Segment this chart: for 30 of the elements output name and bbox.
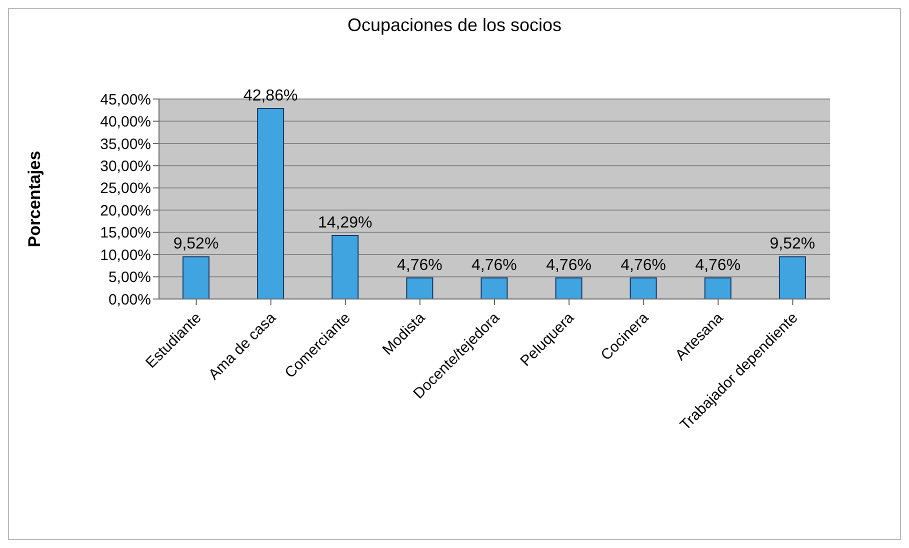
y-tick-label: 10,00% xyxy=(100,246,151,264)
bar xyxy=(630,277,657,299)
bar xyxy=(332,234,359,299)
data-label: 14,29% xyxy=(318,214,372,232)
data-label: 4,76% xyxy=(396,256,442,274)
y-tick-label: 40,00% xyxy=(100,114,151,131)
y-tick-label: 45,00% xyxy=(100,91,151,108)
y-axis-title: Porcentajes xyxy=(25,150,44,248)
bar xyxy=(704,277,732,299)
y-tick-label: 30,00% xyxy=(100,158,151,175)
y-tick-label: 5,00% xyxy=(108,269,151,286)
y-tick-label: 35,00% xyxy=(100,136,151,153)
y-tick-label: 0,00% xyxy=(108,291,151,308)
data-label: 4,76% xyxy=(620,256,666,274)
bar xyxy=(778,256,806,299)
data-label: 9,52% xyxy=(173,236,219,253)
data-label: 42,86% xyxy=(243,88,298,105)
y-tick-label: 25,00% xyxy=(100,180,151,198)
chart-title: Ocupaciones de los socios xyxy=(346,15,563,36)
bar xyxy=(182,256,210,299)
data-label: 4,76% xyxy=(546,256,592,274)
bar xyxy=(480,277,508,299)
bar xyxy=(257,108,284,299)
data-label: 4,76% xyxy=(472,256,517,274)
y-tick-label: 15,00% xyxy=(100,224,151,242)
data-label: 9,52% xyxy=(770,236,816,253)
y-tick-label: 20,00% xyxy=(100,202,151,220)
bar xyxy=(555,277,582,299)
data-label: 4,76% xyxy=(695,256,741,274)
bar xyxy=(406,277,434,299)
